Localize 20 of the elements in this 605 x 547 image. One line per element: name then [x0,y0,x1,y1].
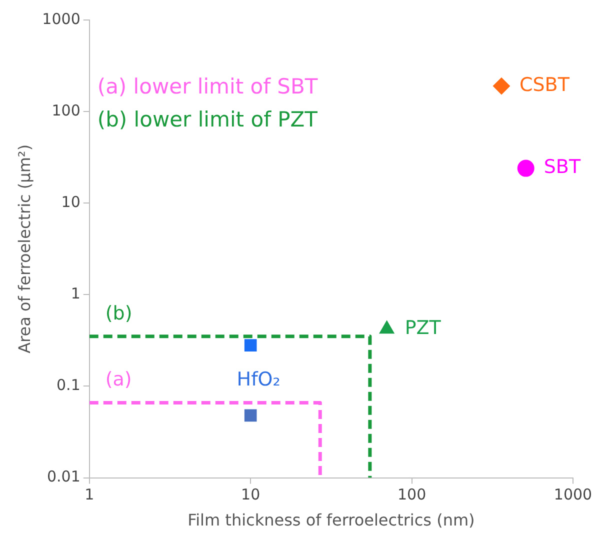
series-label: (a) [105,368,132,391]
x-axis-title: Film thickness of ferroelectrics (nm) [188,510,475,530]
x-tick-label: 10 [241,486,260,504]
annotation: (a) lower limit of SBT [97,74,318,98]
y-tick-label: 10 [61,193,80,212]
series-label: SBT [544,156,581,178]
series-label: CSBT [519,74,570,96]
series-label: HfO₂ [236,368,280,390]
series-label: PZT [404,317,442,340]
y-tick-label: 100 [52,101,80,120]
x-tick-label: 1000 [554,486,592,504]
x-tick-label: 1 [84,486,94,504]
annotation: (b) lower limit of PZT [97,107,318,132]
y-tick-label: 0.01 [46,468,80,486]
series-label: (b) [105,302,132,324]
x-tick-label: 100 [397,486,426,504]
y-tick-label: 1000 [42,10,80,28]
y-tick-label: 1 [70,284,80,303]
y-axis-title: Area of ferroelectric (µm²) [14,144,34,354]
y-tick-label: 0.1 [56,376,80,394]
